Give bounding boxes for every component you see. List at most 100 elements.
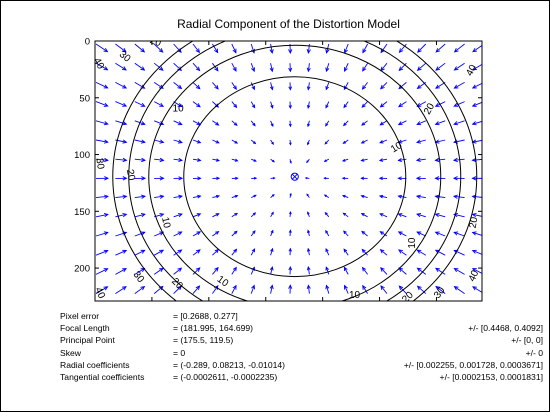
distortion-arrow [361,120,368,126]
distortion-arrow [397,120,407,126]
distortion-arrow [397,139,407,144]
distortion-arrow [154,157,165,163]
y-tick-label: 150 [74,207,90,218]
distortion-arrow [134,285,146,294]
distortion-arrow [270,177,276,180]
distortion-arrow [134,176,147,181]
param-value: = [0.2688, 0.277] [173,311,238,321]
distortion-arrow [398,249,407,256]
distortion-arrow [325,120,330,127]
distortion-arrow [173,82,183,90]
contour-label: 20 [422,101,437,117]
x-tick-label: 150 [258,306,274,307]
distortion-arrow [453,231,465,237]
x-tick-label: 300 [429,306,445,307]
distortion-arrow [306,101,311,109]
distortion-arrow [288,120,292,128]
param-row-tangential-coefficients: Tangential coefficients = (-0.0002611, -… [60,371,543,383]
distortion-arrow [323,176,329,180]
distortion-arrow [325,63,330,73]
distortion-arrow [154,194,165,199]
distortion-arrow [270,139,274,146]
distortion-arrow [250,212,257,218]
distortion-arrow [115,62,127,71]
distortion-arrow [192,62,201,72]
distortion-arrow [453,43,465,53]
x-tick-label: 0 [92,306,97,307]
distortion-arrow [416,120,426,126]
distortion-arrow [380,82,388,90]
distortion-arrow [416,231,426,237]
distortion-arrow [270,211,274,218]
distortion-arrow [304,177,310,180]
distortion-arrow [154,231,165,237]
distortion-arrow [398,43,407,54]
distortion-arrow [115,157,128,163]
distortion-arrow [435,267,446,275]
distortion-arrow [416,213,426,218]
distortion-arrow [192,213,202,218]
distortion-arrow [134,139,146,144]
param-label: Pixel error [60,311,100,321]
distortion-arrow [343,101,349,109]
distortion-arrow [379,213,388,218]
distortion-arrow [379,101,388,108]
distortion-arrow [361,248,368,256]
arrow-field [95,43,482,294]
distortion-arrow [397,194,407,199]
distortion-arrow [360,213,368,218]
distortion-arrow [192,231,202,237]
distortion-arrow [325,284,330,294]
distortion-arrow [435,43,446,53]
distortion-arrow [173,139,183,144]
principal-point-marker [290,172,299,181]
distortion-arrow [416,139,426,144]
distortion-arrow [435,82,446,89]
param-value: = (175.5, 119.5) [173,335,234,346]
distortion-arrow [270,101,274,109]
distortion-arrow [434,194,446,199]
distortion-arrow [324,211,330,218]
contour-20 [148,44,442,301]
distortion-arrow [361,266,368,275]
distortion-arrow [134,62,146,71]
param-value: = 0 [173,347,186,358]
distortion-arrow [379,120,388,126]
distortion-arrow [134,231,146,237]
distortion-arrow [378,194,388,199]
distortion-arrow [95,286,109,294]
distortion-arrow [115,268,128,275]
distortion-arrow [342,139,349,144]
distortion-arrow [251,194,257,199]
contour-label: 30 [93,157,106,170]
distortion-arrow [270,247,274,256]
distortion-arrow [212,82,219,90]
distortion-arrow [306,193,310,198]
distortion-arrow [115,176,128,181]
distortion-arrow [212,139,220,144]
distortion-plot: Radial Component of the Distortion Model… [74,17,483,307]
distortion-arrow [289,192,292,198]
distortion-arrow [435,285,446,294]
distortion-arrow [472,286,482,293]
distortion-arrow [306,266,311,275]
distortion-arrow [95,157,109,163]
param-uncertainty: +/- [0.4468, 0.4092] [468,323,543,334]
distortion-arrow [173,176,184,181]
distortion-arrow [250,230,256,237]
distortion-arrow [231,212,239,218]
contour-label: 10 [173,104,185,115]
distortion-arrow [471,82,482,89]
axis-ticks: 0 50 100 150 200 250 300 0 50 100 150 200 [74,37,482,307]
param-uncertainty: +/- [0.0002153, 0.0001831] [439,371,543,382]
distortion-arrow [250,101,256,109]
distortion-arrow [453,267,465,275]
distortion-arrow [362,62,368,72]
distortion-arrow [173,231,183,237]
distortion-arrow [173,157,184,162]
distortion-arrow [115,249,128,256]
distortion-arrow [231,230,238,237]
param-value: = (-0.0002611, -0.0002235) [173,371,278,382]
distortion-arrow [95,231,109,237]
distortion-arrow [231,62,237,72]
